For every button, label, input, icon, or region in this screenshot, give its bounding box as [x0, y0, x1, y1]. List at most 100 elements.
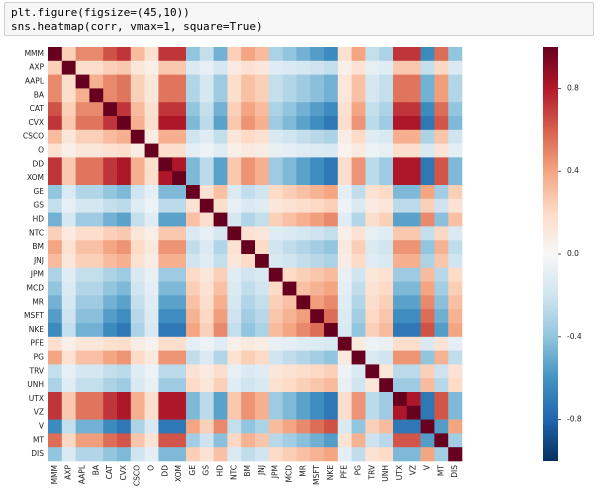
- heatmap-cell: [241, 185, 256, 200]
- heatmap-cell: [310, 309, 325, 324]
- heatmap-cell: [268, 47, 283, 62]
- heatmap-cell: [420, 102, 435, 117]
- heatmap-cell: [324, 267, 339, 282]
- heatmap-cell: [103, 185, 118, 200]
- heatmap-cell: [186, 185, 201, 200]
- heatmap-cell: [268, 240, 283, 255]
- heatmap-cell: [282, 281, 297, 296]
- heatmap-cell: [199, 267, 214, 282]
- heatmap-cell: [268, 419, 283, 434]
- heatmap-cell: [255, 185, 270, 200]
- heatmap-cell: [241, 212, 256, 227]
- heatmap-cell: [158, 157, 173, 172]
- heatmap-cell: [324, 198, 339, 213]
- heatmap-cell: [144, 378, 159, 393]
- heatmap-cell: [172, 323, 187, 338]
- heatmap-cell: [48, 295, 63, 310]
- heatmap-cell: [199, 143, 214, 158]
- heatmap-cell: [268, 405, 283, 420]
- heatmap-cell: [227, 433, 242, 448]
- heatmap-cell: [282, 143, 297, 158]
- heatmap-cell: [61, 323, 76, 338]
- heatmap-cell: [324, 171, 339, 186]
- heatmap-cell: [365, 267, 380, 282]
- heatmap-cell: [282, 405, 297, 420]
- heatmap-cell: [172, 60, 187, 75]
- heatmap-cell: [420, 309, 435, 324]
- heatmap-cell: [434, 405, 449, 420]
- heatmap-cell: [365, 392, 380, 407]
- y-tick-label: NTC: [29, 228, 44, 237]
- heatmap-cell: [48, 88, 63, 103]
- heatmap-cell: [186, 157, 201, 172]
- heatmap-cell: [117, 295, 132, 310]
- heatmap-cell: [379, 364, 394, 379]
- heatmap-cell: [61, 309, 76, 324]
- heatmap-cell: [393, 198, 408, 213]
- heatmap-cell: [420, 336, 435, 351]
- heatmap-cell: [282, 378, 297, 393]
- heatmap-cell: [61, 226, 76, 241]
- heatmap-cell: [379, 378, 394, 393]
- heatmap-cell: [213, 198, 228, 213]
- heatmap-cell: [130, 447, 145, 462]
- x-tick-label: MT: [436, 465, 445, 476]
- x-tick-label: JNJ: [257, 465, 266, 476]
- heatmap-cell: [241, 309, 256, 324]
- heatmap-cell: [282, 129, 297, 144]
- heatmap-cell: [310, 350, 325, 365]
- colorbar-tick-label: 0.8: [567, 83, 579, 92]
- x-tick-label: AXP: [64, 465, 73, 480]
- heatmap-cell: [324, 309, 339, 324]
- heatmap-cell: [144, 198, 159, 213]
- y-tick-label: HD: [33, 215, 45, 224]
- heatmap-cell: [117, 419, 132, 434]
- heatmap-cell: [296, 364, 311, 379]
- heatmap-cell: [144, 447, 159, 462]
- heatmap-cell: [406, 405, 421, 420]
- heatmap-cell: [393, 143, 408, 158]
- heatmap-cell: [89, 143, 104, 158]
- heatmap-cell: [144, 295, 159, 310]
- heatmap-cell: [227, 392, 242, 407]
- heatmap-cell: [130, 336, 145, 351]
- heatmap-cell: [186, 323, 201, 338]
- heatmap-cell: [379, 433, 394, 448]
- heatmap-cell: [310, 74, 325, 89]
- heatmap-cell: [324, 240, 339, 255]
- heatmap-cell: [199, 364, 214, 379]
- heatmap-cell: [186, 60, 201, 75]
- heatmap-cell: [406, 212, 421, 227]
- heatmap-cell: [434, 240, 449, 255]
- heatmap-cell: [406, 392, 421, 407]
- heatmap-cell: [365, 309, 380, 324]
- x-tick-label: MCD: [285, 465, 294, 483]
- heatmap-cell: [61, 88, 76, 103]
- heatmap-cell: [103, 350, 118, 365]
- y-tick-label: XOM: [27, 173, 44, 182]
- heatmap-cell: [75, 350, 90, 365]
- heatmap-cell: [337, 254, 352, 269]
- heatmap-cell: [103, 171, 118, 186]
- heatmap-cell: [117, 240, 132, 255]
- heatmap-cell: [117, 74, 132, 89]
- heatmap-cell: [406, 88, 421, 103]
- heatmap-cell: [213, 143, 228, 158]
- code-cell[interactable]: plt.figure(figsize=(45,10)) sns.heatmap(…: [4, 2, 594, 36]
- heatmap-cell: [296, 198, 311, 213]
- heatmap-cell: [337, 171, 352, 186]
- heatmap-cell: [117, 323, 132, 338]
- heatmap-cell: [337, 116, 352, 131]
- heatmap-cell: [268, 336, 283, 351]
- x-tick-label: MSFT: [312, 465, 321, 485]
- heatmap-cell: [393, 240, 408, 255]
- heatmap-cell: [186, 378, 201, 393]
- heatmap-cell: [158, 102, 173, 117]
- x-tick-label: XOM: [174, 465, 183, 482]
- x-tick-label: DD: [160, 465, 169, 477]
- heatmap-cell: [48, 60, 63, 75]
- heatmap-cell: [75, 281, 90, 296]
- heatmap-cell: [103, 433, 118, 448]
- heatmap-cell: [296, 102, 311, 117]
